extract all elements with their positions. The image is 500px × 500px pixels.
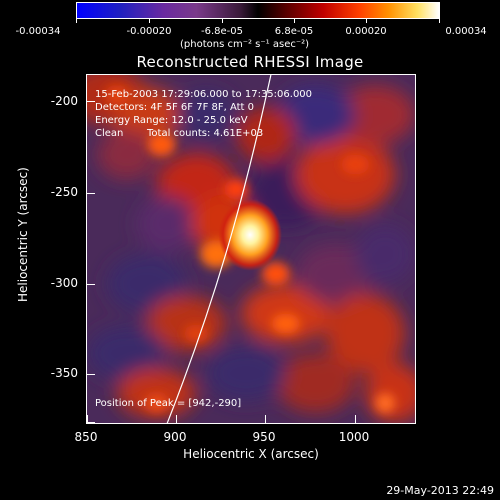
heatmap-blob — [355, 224, 415, 284]
heatmap — [87, 75, 415, 423]
heatmap-blob — [184, 324, 209, 343]
annotation-energy: Energy Range: 12.0 - 25.0 keV — [95, 115, 248, 126]
chart-title: Reconstructed RHESSI Image — [136, 53, 364, 71]
colorbar-units: (photons cm⁻² s⁻¹ asec⁻²) — [180, 39, 310, 50]
heatmap-blob — [116, 368, 197, 419]
solar-limb-curve — [166, 75, 272, 423]
colorbar-tickmark — [439, 19, 440, 23]
heatmap-blob — [111, 86, 182, 143]
heatmap-blob — [87, 325, 167, 382]
y-tick-label: -350 — [50, 366, 78, 380]
x-tick-label: 950 — [252, 430, 276, 444]
x-tick-label: 1000 — [338, 430, 370, 444]
colorbar-tick-label: 0.00020 — [345, 26, 387, 37]
y-tick-label: -300 — [50, 276, 78, 290]
colorbar-tickmark — [76, 19, 77, 23]
colorbar-tickmark — [294, 19, 295, 23]
timestamp: 29-May-2013 22:49 — [386, 484, 494, 497]
y-tickmark — [87, 284, 95, 285]
heatmap-blob — [275, 353, 356, 414]
heatmap-blob — [261, 261, 290, 286]
y-tickmark — [87, 193, 95, 194]
colorbar-tick-label: -0.00020 — [126, 26, 172, 37]
heatmap-blob — [104, 84, 129, 105]
colorbar-tickmark — [222, 19, 223, 23]
annotation-detectors: Detectors: 4F 5F 6F 7F 8F, Att 0 — [95, 102, 255, 113]
colorbar — [76, 2, 440, 19]
y-tick-label: -200 — [50, 94, 78, 108]
heatmap-peak — [218, 199, 282, 271]
colorbar-tick-label: -0.00034 — [15, 26, 61, 37]
heatmap-blob — [375, 393, 396, 414]
heatmap-blob — [335, 84, 415, 145]
y-axis-label: Heliocentric Y (arcsec) — [16, 167, 30, 302]
x-tick-label: 850 — [74, 430, 98, 444]
y-tickmark — [87, 101, 95, 102]
heatmap-blob — [275, 84, 356, 145]
heatmap-blob — [206, 345, 286, 402]
colorbar-tick-label: -6.8e-05 — [201, 26, 243, 37]
heatmap-blob — [96, 129, 157, 180]
x-axis-label: Heliocentric X (arcsec) — [183, 447, 319, 461]
y-tick-label: -250 — [50, 185, 78, 199]
heatmap-blob — [144, 394, 169, 413]
heatmap-blob — [136, 196, 197, 252]
heatmap-blob — [271, 313, 300, 334]
heatmap-blob — [295, 244, 376, 304]
x-tickmark — [176, 415, 177, 423]
heatmap-blob — [295, 134, 396, 215]
x-tick-label: 900 — [163, 430, 187, 444]
heatmap-blob — [176, 89, 237, 140]
heatmap-blob — [106, 253, 187, 314]
annotation-method: Clean — [95, 128, 124, 139]
heatmap-blob — [224, 179, 249, 200]
colorbar-tickmark — [149, 19, 150, 23]
colorbar-tick-label: 6.8e-05 — [274, 26, 314, 37]
x-tickmark — [265, 415, 266, 423]
plot-area: 15-Feb-2003 17:29:06.000 to 17:35:06.000… — [86, 74, 416, 424]
colorbar-tickmark — [366, 19, 367, 23]
colorbar-tick-label: 0.00034 — [445, 26, 487, 37]
x-tickmark — [355, 415, 356, 423]
heatmap-blob — [236, 106, 296, 163]
y-tickmark — [87, 374, 95, 375]
heatmap-blob — [325, 293, 406, 374]
heatmap-blob — [147, 132, 176, 157]
annotation-time-range: 15-Feb-2003 17:29:06.000 to 17:35:06.000 — [95, 89, 313, 100]
annotation-peak: Position of Peak = [942,-290] — [95, 398, 242, 409]
annotation-counts: Total counts: 4.61E+03 — [147, 128, 264, 139]
x-tickmark — [87, 415, 88, 423]
colorbar-gradient — [77, 3, 439, 18]
y-tickmark — [87, 422, 95, 423]
heatmap-blob — [341, 154, 370, 175]
